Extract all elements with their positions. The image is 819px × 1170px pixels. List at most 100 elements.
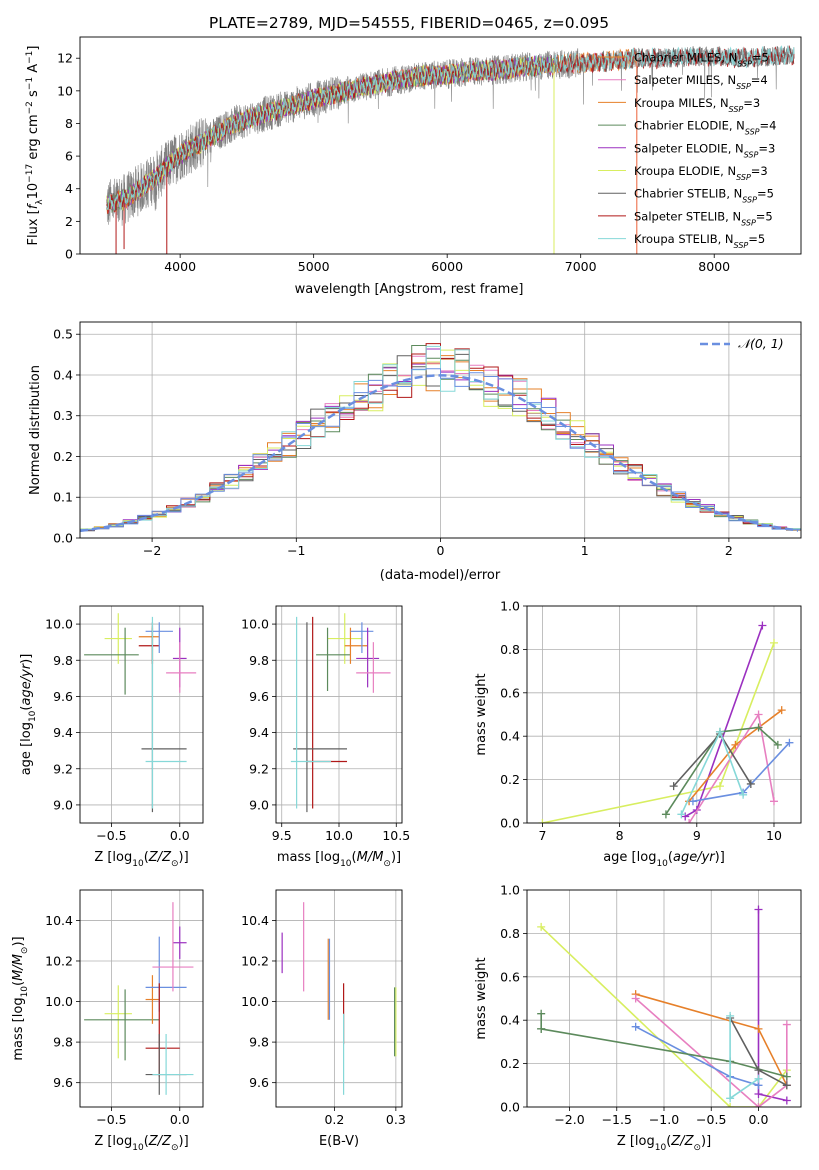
- y-tick-label: 0.2: [53, 449, 73, 464]
- weight-marker: [777, 706, 786, 715]
- weight-marker: [769, 797, 778, 806]
- weight-marker: [754, 710, 763, 719]
- axes-frame: [526, 605, 802, 824]
- plot-area: [106, 45, 795, 254]
- y-tick-label: 0.0: [53, 531, 73, 546]
- y-tick-label: 0.8: [500, 642, 520, 657]
- chart-title: PLATE=2789, MJD=54555, FIBERID=0465, z=0…: [209, 14, 609, 32]
- y-axis-label: mass weight: [474, 673, 489, 755]
- panel-massweight-vs-age: 7 8 9 10 0.0 0.2 0.4 0.6 0.8 1.0 age [log10(age/yr…: [474, 599, 802, 869]
- x-axis-label: Z [log10(Z/Z⊙)]: [617, 1134, 711, 1153]
- weight-marker: [731, 740, 740, 749]
- x-tick-label: 10.0: [325, 828, 353, 843]
- x-axis-label: wavelength [Angstrom, rest frame]: [295, 282, 524, 297]
- x-tick-label: 8000: [698, 259, 730, 274]
- x-tick-label: −0.5: [96, 1112, 126, 1127]
- plot-area: [290, 613, 391, 813]
- y-tick-label: 9.8: [249, 1035, 269, 1050]
- y-tick-label: 0.6: [500, 685, 520, 700]
- weight-marker: [754, 1103, 763, 1107]
- y-tick-label: 0.4: [500, 1013, 520, 1028]
- weight-marker: [782, 1020, 791, 1029]
- panel-massweight-vs-Z: −2.0 −1.5 −1.0 −0.5 0.0 0.0 0.2 0.4 0.6 0.8 1.0 Z […: [474, 883, 802, 1153]
- axes-frame: [79, 605, 204, 824]
- y-tick-label: 0.6: [500, 969, 520, 984]
- y-tick-label: 8: [65, 116, 73, 131]
- weight-line-3: [635, 997, 788, 1107]
- y-tick-label: 9.2: [53, 761, 73, 776]
- panel-mass-vs-ebv: 0.2 0.3 9.6 9.8 10.0 10.2 10.4 E(B-V): [241, 889, 406, 1149]
- y-tick-label: 9.0: [249, 797, 269, 812]
- weight-marker: [739, 790, 748, 799]
- y-axis-label: mass weight: [474, 957, 489, 1039]
- plot-area: [538, 621, 794, 823]
- legend-label: Chabrier ELODIE, NSSP=4: [634, 119, 776, 137]
- x-tick-label: −1.5: [602, 1112, 632, 1127]
- weight-marker: [769, 638, 778, 647]
- weight-marker: [537, 1009, 546, 1018]
- legend-label: Salpeter MILES, NSSP=4: [634, 73, 768, 91]
- weight-marker: [537, 1024, 546, 1033]
- weight-marker: [754, 723, 763, 732]
- x-tick-label: −1: [287, 543, 305, 558]
- legend: Chabrier MILES, NSSP=5 Salpeter MILES, NS…: [598, 51, 776, 250]
- weight-line-2: [688, 709, 783, 802]
- weight-marker: [754, 1066, 763, 1075]
- weight-marker: [715, 782, 724, 791]
- axes-frame: [275, 889, 403, 1108]
- weight-line-0: [542, 642, 775, 823]
- y-axis-label: age [log10(age/yr)]: [19, 654, 38, 776]
- y-tick-label: 9.8: [249, 653, 269, 668]
- weight-line-5: [665, 726, 779, 815]
- weight-marker: [715, 727, 724, 736]
- legend-label: Kroupa ELODIE, NSSP=3: [634, 164, 768, 182]
- x-axis-label: Z [log10(Z/Z⊙)]: [94, 1134, 188, 1153]
- plot-area: [80, 343, 801, 533]
- y-tick-label: 9.4: [53, 725, 73, 740]
- y-axis-label: mass [log10(M/M⊙)]: [11, 936, 30, 1060]
- y-tick-label: 10.0: [45, 994, 73, 1009]
- model-line-8: [106, 45, 795, 211]
- y-tick-label: 9.6: [249, 689, 269, 704]
- y-tick-label: 0.3: [53, 408, 73, 423]
- x-axis-label: mass [log10(M/M⊙)]: [277, 850, 401, 869]
- x-tick-label: 10.5: [382, 828, 410, 843]
- y-tick-label: 10.2: [241, 953, 269, 968]
- plot-area: [281, 902, 397, 1095]
- y-tick-label: 1.0: [500, 883, 520, 898]
- x-tick-label: 5000: [298, 259, 330, 274]
- x-tick-label: 9.5: [272, 828, 292, 843]
- x-tick-label: −2: [143, 543, 161, 558]
- y-tick-label: 0.4: [500, 729, 520, 744]
- plot-area: [84, 902, 194, 1095]
- x-axis-label: Z [log10(Z/Z⊙)]: [94, 850, 188, 869]
- y-tick-label: 9.8: [53, 1035, 73, 1050]
- x-tick-label: 6000: [431, 259, 463, 274]
- x-tick-label: 0.0: [749, 1112, 769, 1127]
- y-tick-label: 9.6: [53, 1075, 73, 1090]
- x-tick-label: 10: [766, 828, 782, 843]
- weight-marker: [726, 1094, 735, 1103]
- x-tick-label: 0.2: [324, 1112, 344, 1127]
- y-tick-label: 9.8: [53, 653, 73, 668]
- y-tick-label: 0.2: [500, 1056, 520, 1071]
- panel-mass-vs-Z: −0.5 0.0 9.6 9.8 10.0 10.2 10.4 Z [log10(Z/Z⊙)]…: [11, 889, 204, 1153]
- y-tick-label: 9.4: [249, 725, 269, 740]
- x-tick-label: 2: [725, 543, 733, 558]
- y-tick-label: 9.6: [53, 689, 73, 704]
- x-tick-label: 8: [616, 828, 624, 843]
- plot-area: [537, 905, 791, 1107]
- weight-marker: [754, 1089, 763, 1098]
- y-tick-label: 0.0: [500, 816, 520, 831]
- x-axis-label: E(B-V): [319, 1134, 359, 1149]
- y-tick-label: 9.2: [249, 761, 269, 776]
- x-tick-label: 0: [437, 543, 445, 558]
- legend-label: Salpeter ELODIE, NSSP=3: [634, 141, 775, 159]
- x-tick-label: 7000: [565, 259, 597, 274]
- weight-marker: [758, 621, 767, 630]
- y-tick-label: 0.5: [53, 327, 73, 342]
- weight-marker: [631, 1022, 640, 1031]
- x-tick-label: 0.0: [170, 1112, 190, 1127]
- x-tick-label: 9: [693, 828, 701, 843]
- weight-marker: [754, 1024, 763, 1033]
